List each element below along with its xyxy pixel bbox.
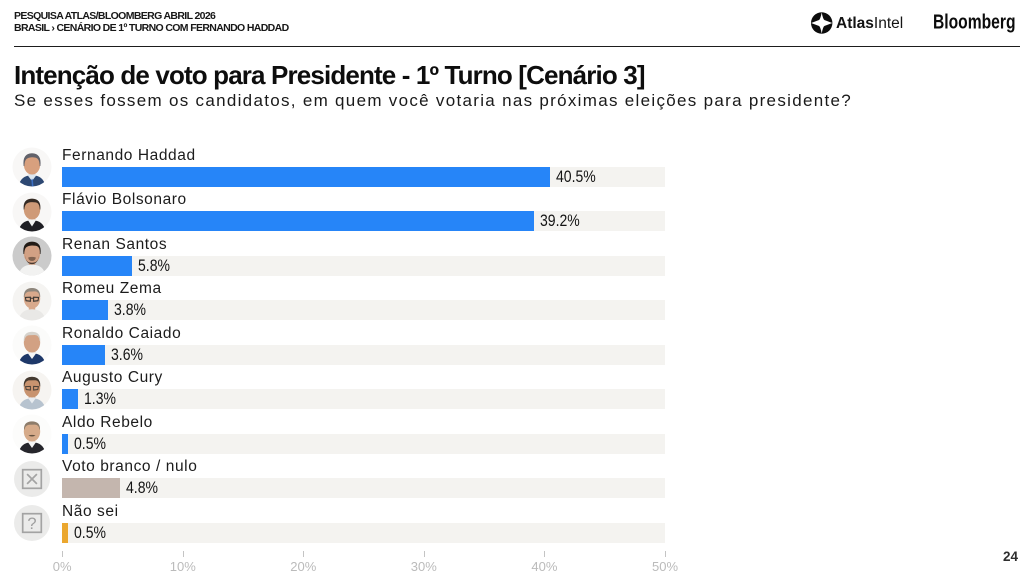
svg-text:?: ? [27,515,36,533]
svg-text:Atlas: Atlas [836,15,874,32]
svg-text:Intel: Intel [874,15,903,32]
svg-text:Bloomberg: Bloomberg [933,12,1016,34]
